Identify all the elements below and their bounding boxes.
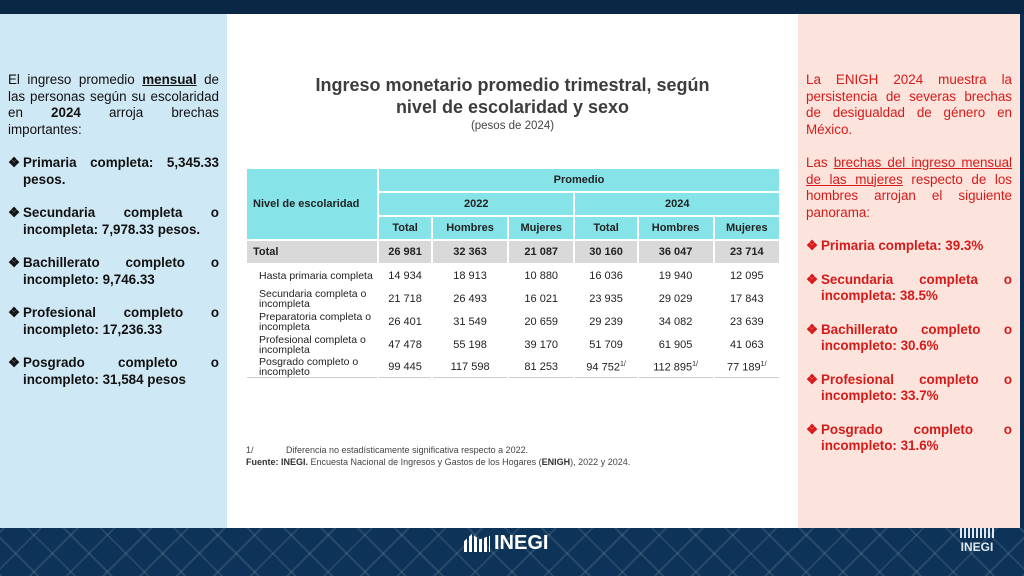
header-promedio: Promedio — [379, 169, 779, 191]
table-row-total: Total 26 981 32 363 21 087 30 160 36 047… — [247, 241, 779, 263]
gap-underlined: brechas del ingreso mensual de las mujer… — [806, 155, 1013, 187]
table-footnotes: 1/Diferencia no estadísticamente signifi… — [246, 444, 786, 468]
footnote: 1/Diferencia no estadísticamente signifi… — [246, 445, 529, 455]
note-mark: 1/ — [692, 360, 698, 368]
inegi-logo: INEGI — [464, 528, 548, 558]
right-panel: La ENIGH 2024 muestra la persistencia de… — [798, 14, 1020, 528]
right-item-primaria: ❖ Primaria completa: 39.3% — [806, 238, 984, 253]
top-bar — [0, 0, 1024, 14]
header-total-2022: Total — [379, 217, 432, 239]
source-note: Fuente: INEGI. Encuesta Nacional de Ingr… — [246, 457, 631, 467]
diamond-bullet-icon: ❖ — [8, 255, 21, 270]
intro-underlined: mensual — [142, 72, 197, 87]
income-table: Nivel de escolaridad Promedio 2022 2024 … — [245, 167, 781, 380]
table-subtitle: (pesos de 2024) — [470, 120, 555, 132]
header-2024: 2024 — [575, 193, 779, 215]
right-item-profesional: ❖ Profesional completo o incompleto: 33.7… — [806, 371, 1012, 404]
bottom-band — [0, 528, 1024, 576]
header-hombres-2024: Hombres — [638, 217, 713, 239]
left-item-primaria: ❖ Primaria completa: 5,345.33 pesos. — [8, 155, 219, 187]
diamond-bullet-icon: ❖ — [8, 355, 21, 370]
table-title: Ingreso monetario promedio trimestral, s… — [315, 75, 710, 117]
right-item-bachillerato: ❖ Bachillerato completo o incompleto: 30.… — [806, 321, 1012, 354]
right-item-secundaria: ❖ Secundaria completa o incompleta: 38.5% — [806, 271, 1012, 304]
diamond-bullet-icon: ❖ — [806, 321, 819, 337]
table-row: Profesional completa o incompleta 47 478… — [259, 333, 764, 356]
header-total-2024: Total — [575, 217, 637, 239]
left-panel: El ingreso promedio mensual de las perso… — [0, 14, 227, 528]
corner-logo-icon — [960, 528, 994, 538]
header-mujeres-2024: Mujeres — [714, 217, 779, 239]
left-item-posgrado: ❖ Posgrado completo o incompleto: 31,584 … — [8, 355, 219, 387]
inegi-logo-icon — [464, 534, 490, 552]
cell-with-note: 77 1891/ — [714, 357, 779, 378]
diamond-bullet-icon: ❖ — [806, 371, 819, 387]
note-mark: 1/ — [760, 360, 767, 368]
table-row: Secundaria completa o incompleta 21 718 … — [259, 287, 764, 310]
cell-with-note: 94 7521/ — [575, 357, 637, 378]
corner-inegi-logo: INEGI — [952, 528, 1002, 554]
left-item-secundaria: ❖ Secundaria completa o incompleta: 7,978… — [8, 205, 219, 237]
right-intro: La ENIGH 2024 muestra la persistencia de… — [806, 72, 1012, 137]
diamond-bullet-icon: ❖ — [806, 238, 819, 253]
diamond-bullet-icon: ❖ — [806, 271, 819, 287]
header-mujeres-2022: Mujeres — [509, 217, 574, 239]
table-row: Preparatoria completa o incompleta 26 40… — [259, 310, 764, 333]
left-item-bachillerato: ❖ Bachillerato completo o incompleto: 9,7… — [8, 255, 219, 287]
header-nivel: Nivel de escolaridad — [247, 169, 377, 239]
right-item-posgrado: ❖ Posgrado completo o incompleto: 31.6% — [806, 421, 1012, 454]
header-2022: 2022 — [379, 193, 574, 215]
center-panel: Ingreso monetario promedio trimestral, s… — [227, 14, 798, 528]
table-row: Posgrado completo o incompleto 99 445 11… — [247, 357, 779, 378]
cell-with-note: 112 8951/ — [638, 357, 713, 378]
diamond-bullet-icon: ❖ — [8, 205, 21, 220]
diamond-bullet-icon: ❖ — [806, 421, 819, 437]
diamond-bullet-icon: ❖ — [8, 155, 21, 170]
note-mark: 1/ — [619, 360, 626, 368]
left-intro: El ingreso promedio mensual de las perso… — [8, 72, 220, 137]
intro-year: 2024 — [51, 105, 81, 120]
left-item-profesional: ❖ Profesional completo o incompleto: 17,2… — [8, 305, 219, 337]
diamond-bullet-icon: ❖ — [8, 305, 21, 320]
header-hombres-2022: Hombres — [433, 217, 508, 239]
right-paragraph: Las brechas del ingreso mensual de las m… — [806, 155, 1013, 220]
table-row: Hasta primaria completa 14 934 18 913 10… — [259, 269, 764, 282]
